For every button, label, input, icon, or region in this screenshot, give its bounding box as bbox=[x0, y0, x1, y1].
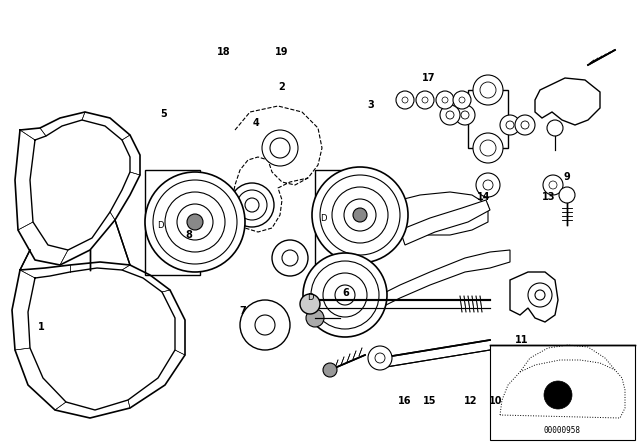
Text: 9: 9 bbox=[563, 172, 570, 182]
Circle shape bbox=[547, 120, 563, 136]
Text: D: D bbox=[320, 214, 326, 223]
Circle shape bbox=[442, 97, 448, 103]
Bar bbox=[490, 345, 635, 440]
Text: 17: 17 bbox=[422, 73, 436, 83]
Circle shape bbox=[311, 261, 379, 329]
Circle shape bbox=[240, 300, 290, 350]
Circle shape bbox=[312, 167, 408, 263]
Circle shape bbox=[306, 309, 324, 327]
Bar bbox=[468, 90, 508, 148]
Circle shape bbox=[230, 183, 274, 227]
Circle shape bbox=[544, 381, 572, 409]
Circle shape bbox=[320, 175, 400, 255]
Text: 3: 3 bbox=[368, 100, 374, 110]
Circle shape bbox=[237, 190, 267, 220]
Circle shape bbox=[559, 187, 575, 203]
Text: 11: 11 bbox=[515, 336, 529, 345]
Circle shape bbox=[521, 121, 529, 129]
Text: D: D bbox=[307, 293, 313, 302]
Circle shape bbox=[255, 315, 275, 335]
Circle shape bbox=[187, 214, 203, 230]
Circle shape bbox=[177, 204, 213, 240]
Text: 12: 12 bbox=[463, 396, 477, 406]
Circle shape bbox=[483, 180, 493, 190]
Circle shape bbox=[459, 97, 465, 103]
Text: 18: 18 bbox=[217, 47, 231, 56]
Text: 6: 6 bbox=[342, 289, 349, 298]
Circle shape bbox=[335, 285, 355, 305]
Circle shape bbox=[461, 111, 469, 119]
Bar bbox=[145, 170, 200, 275]
Circle shape bbox=[270, 138, 290, 158]
Circle shape bbox=[323, 363, 337, 377]
Circle shape bbox=[332, 187, 388, 243]
Circle shape bbox=[480, 82, 496, 98]
Polygon shape bbox=[510, 272, 558, 322]
Polygon shape bbox=[380, 250, 510, 308]
Circle shape bbox=[323, 273, 367, 317]
Circle shape bbox=[282, 250, 298, 266]
Circle shape bbox=[453, 91, 471, 109]
Circle shape bbox=[528, 283, 552, 307]
Circle shape bbox=[476, 173, 500, 197]
Text: 14: 14 bbox=[476, 192, 490, 202]
Circle shape bbox=[262, 130, 298, 166]
Circle shape bbox=[535, 290, 545, 300]
Circle shape bbox=[353, 208, 367, 222]
Polygon shape bbox=[400, 200, 490, 245]
Circle shape bbox=[396, 91, 414, 109]
Circle shape bbox=[473, 133, 503, 163]
Circle shape bbox=[344, 199, 376, 231]
Circle shape bbox=[500, 115, 520, 135]
Text: 1: 1 bbox=[38, 322, 45, 332]
Polygon shape bbox=[392, 192, 488, 235]
Circle shape bbox=[422, 97, 428, 103]
Circle shape bbox=[549, 181, 557, 189]
Text: 00000958: 00000958 bbox=[543, 426, 580, 435]
Text: D: D bbox=[157, 220, 163, 229]
Bar bbox=[315, 170, 370, 270]
Circle shape bbox=[543, 175, 563, 195]
Circle shape bbox=[300, 294, 320, 314]
Circle shape bbox=[455, 105, 475, 125]
Circle shape bbox=[446, 111, 454, 119]
Circle shape bbox=[153, 180, 237, 264]
Text: 15: 15 bbox=[423, 396, 437, 406]
Circle shape bbox=[145, 172, 245, 272]
Text: 8: 8 bbox=[186, 230, 192, 240]
Circle shape bbox=[480, 140, 496, 156]
Circle shape bbox=[440, 105, 460, 125]
Text: 7: 7 bbox=[240, 306, 246, 316]
Text: 4: 4 bbox=[253, 118, 259, 128]
Circle shape bbox=[436, 91, 454, 109]
Text: 2: 2 bbox=[278, 82, 285, 92]
Circle shape bbox=[272, 240, 308, 276]
Circle shape bbox=[416, 91, 434, 109]
Circle shape bbox=[165, 192, 225, 252]
Circle shape bbox=[368, 346, 392, 370]
Text: 16: 16 bbox=[397, 396, 412, 406]
Text: 5: 5 bbox=[160, 109, 166, 119]
Text: 19: 19 bbox=[275, 47, 289, 56]
Circle shape bbox=[515, 115, 535, 135]
Circle shape bbox=[375, 353, 385, 363]
Circle shape bbox=[303, 253, 387, 337]
Polygon shape bbox=[535, 78, 600, 125]
Circle shape bbox=[473, 75, 503, 105]
Text: 10: 10 bbox=[489, 396, 503, 406]
Circle shape bbox=[402, 97, 408, 103]
Circle shape bbox=[245, 198, 259, 212]
Text: 13: 13 bbox=[542, 192, 556, 202]
Circle shape bbox=[506, 121, 514, 129]
